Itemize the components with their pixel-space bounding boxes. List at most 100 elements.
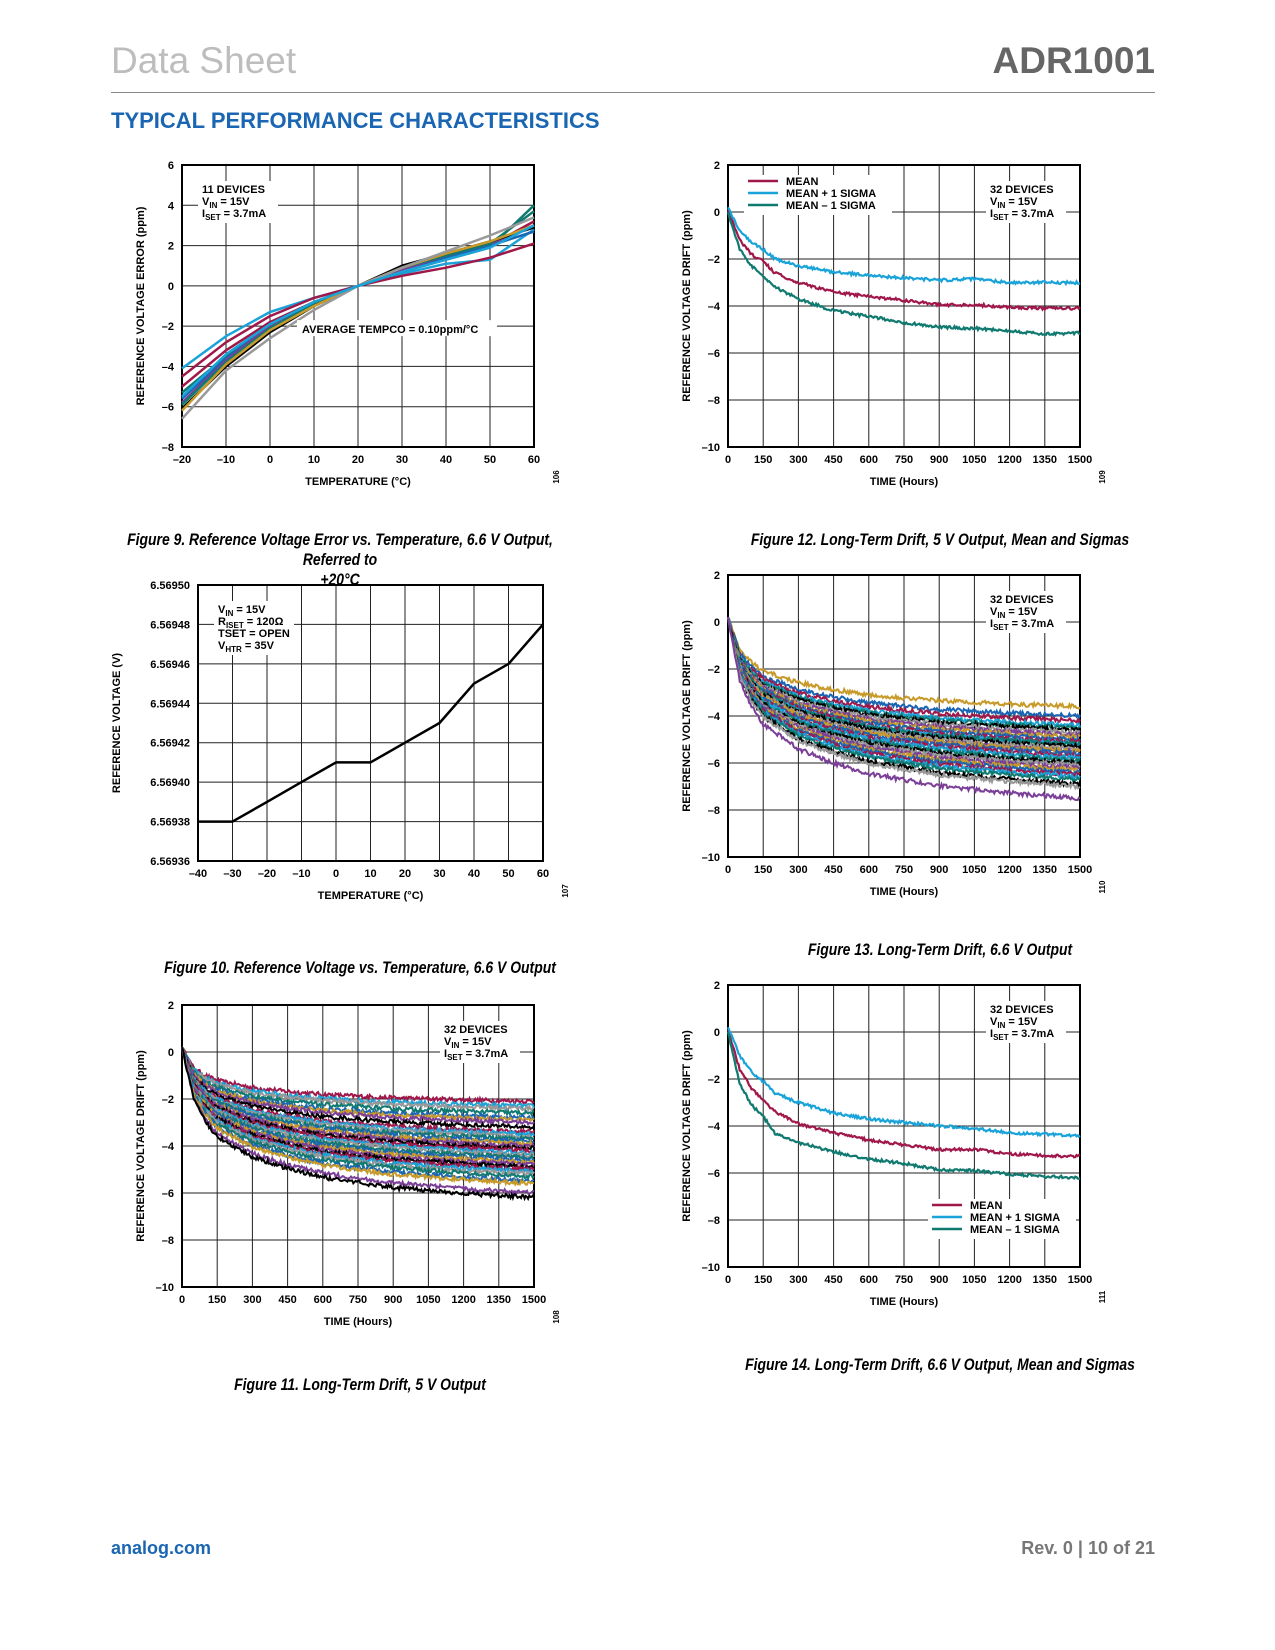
series-group — [726, 1026, 1081, 1181]
legend-label: MEAN — [786, 176, 818, 188]
y-axis-label: REFERENCE VOLTAGE (V) — [111, 653, 123, 793]
x-tick-label: 150 — [754, 454, 772, 466]
page-info: Rev. 0 | 10 of 21 — [1021, 1538, 1155, 1558]
plot-frame — [197, 584, 544, 862]
x-tick-label: 300 — [789, 454, 807, 466]
annotation-text: 32 DEVICES — [444, 1024, 508, 1036]
x-tick-label: 1050 — [416, 1294, 440, 1306]
series-line-mean-1-sigma — [726, 211, 1081, 337]
fig12-svg: 0 150 300 450 600 750 900 1050 1200 1350 1500 –10 –8… — [681, 160, 1107, 488]
x-tick-label: 750 — [895, 1274, 913, 1286]
figure-code: 109 — [1098, 470, 1107, 484]
x-tick-label: 900 — [384, 1294, 402, 1306]
x-tick-label: 150 — [754, 864, 772, 876]
y-tick-label: 0 — [714, 1027, 720, 1039]
x-tick-label: 60 — [537, 868, 549, 880]
annotation-text: ISET = 3.7mA — [990, 208, 1054, 222]
device-trace — [727, 617, 1081, 781]
fig11-svg: 0 150 300 450 600 750 900 1050 1200 1350 1500 –10 –8… — [135, 1000, 561, 1328]
device-trace — [181, 1046, 535, 1113]
series-line-reference-voltage — [198, 623, 544, 823]
x-tick-label: 900 — [930, 864, 948, 876]
device-trace — [181, 1046, 535, 1106]
y-tick-label: 6 — [168, 160, 174, 172]
device-trace — [181, 1047, 535, 1155]
doc-type-label: Data Sheet — [111, 40, 297, 81]
y-tick-label: 0 — [168, 281, 174, 293]
plot-frame — [727, 984, 1081, 1268]
figure-11-chart: 0 150 300 450 600 750 900 1050 1200 1350 1500 –10 –8… — [110, 1000, 610, 1340]
y-tick-label: –8 — [708, 805, 720, 817]
x-tick-label: 450 — [278, 1294, 296, 1306]
figure-12-caption: Figure 12. Long-Term Drift, 5 V Output, … — [750, 530, 1130, 549]
x-tick-label: 600 — [314, 1294, 332, 1306]
legend-label: MEAN – 1 SIGMA — [786, 200, 876, 212]
annotation-text: VIN = 15V — [990, 1016, 1038, 1030]
device-trace — [181, 1046, 535, 1202]
figure-13-caption: Figure 13. Long-Term Drift, 6.6 V Output — [807, 940, 1073, 959]
x-tick-label: 1500 — [1068, 1274, 1092, 1286]
section-title: TYPICAL PERFORMANCE CHARACTERISTICS — [111, 108, 600, 133]
y-tick-label: 4 — [168, 200, 175, 212]
y-tick-label: –4 — [162, 361, 175, 373]
legend-label: MEAN + 1 SIGMA — [786, 188, 876, 200]
y-tick-label: –8 — [162, 442, 174, 454]
device-trace — [181, 1047, 535, 1181]
device-trace — [727, 617, 1081, 725]
x-tick-label: 50 — [502, 868, 514, 880]
y-tick-label: –4 — [162, 1141, 175, 1153]
y-tick-label: 2 — [168, 241, 174, 253]
series-line-mean-1-sigma — [726, 1026, 1081, 1139]
figure-13-chart: 0 150 300 450 600 750 900 1050 1200 1350 1500 –10 –8… — [680, 570, 1180, 910]
x-tick-label: 1500 — [1068, 864, 1092, 876]
series-line-mean-1-sigma — [727, 206, 1081, 287]
x-tick-label: 1350 — [1033, 454, 1057, 466]
series-line-mean — [726, 209, 1081, 312]
x-tick-label: 1350 — [487, 1294, 511, 1306]
x-tick-label: 1050 — [962, 864, 986, 876]
x-tick-label: 30 — [396, 454, 408, 466]
y-tick-label: –6 — [162, 402, 174, 414]
device-trace — [727, 617, 1081, 711]
figure-code: 107 — [561, 884, 570, 898]
x-tick-label: 600 — [860, 864, 878, 876]
annotation-text: VIN = 15V — [990, 606, 1038, 620]
x-tick-label: 1050 — [962, 454, 986, 466]
x-tick-label: 750 — [895, 864, 913, 876]
figure-9-caption: Figure 9. Reference Voltage Error vs. Te… — [110, 530, 569, 590]
annotation-bg — [297, 320, 497, 337]
device-trace — [181, 1047, 535, 1171]
y-tick-label: 6.56948 — [150, 619, 190, 631]
x-tick-label: –20 — [173, 454, 191, 466]
fig10-svg: –40 –30 –20 –10 0 10 20 30 40 50 60 6.56936 6.56938 6… — [111, 580, 570, 902]
device-trace — [181, 1046, 535, 1144]
series-group — [181, 204, 535, 420]
y-tick-label: –6 — [708, 1168, 720, 1180]
x-tick-label: 50 — [484, 454, 496, 466]
x-tick-label: 60 — [528, 454, 540, 466]
x-tick-label: 1500 — [1068, 454, 1092, 466]
y-tick-label: –10 — [702, 1262, 720, 1274]
plot-frame — [181, 164, 535, 448]
series-group — [726, 206, 1081, 337]
figure-code: 108 — [552, 1310, 561, 1324]
annotation-text: 32 DEVICES — [990, 594, 1054, 606]
x-tick-label: 0 — [267, 454, 273, 466]
y-tick-label: –6 — [162, 1188, 174, 1200]
y-tick-label: 0 — [714, 207, 720, 219]
annotation-bg — [986, 1001, 1066, 1043]
x-tick-label: 450 — [824, 1274, 842, 1286]
x-tick-label: 1050 — [962, 1274, 986, 1286]
annotation-text: VIN = 15V — [202, 196, 250, 210]
y-tick-label: –2 — [162, 321, 174, 333]
x-tick-label: 1350 — [1033, 864, 1057, 876]
x-tick-label: 0 — [179, 1294, 185, 1306]
x-tick-label: 0 — [725, 1274, 731, 1286]
website-link[interactable]: analog.com — [111, 1538, 212, 1558]
y-tick-label: –4 — [708, 711, 721, 723]
x-tick-label: 30 — [433, 868, 445, 880]
x-tick-label: 300 — [789, 1274, 807, 1286]
